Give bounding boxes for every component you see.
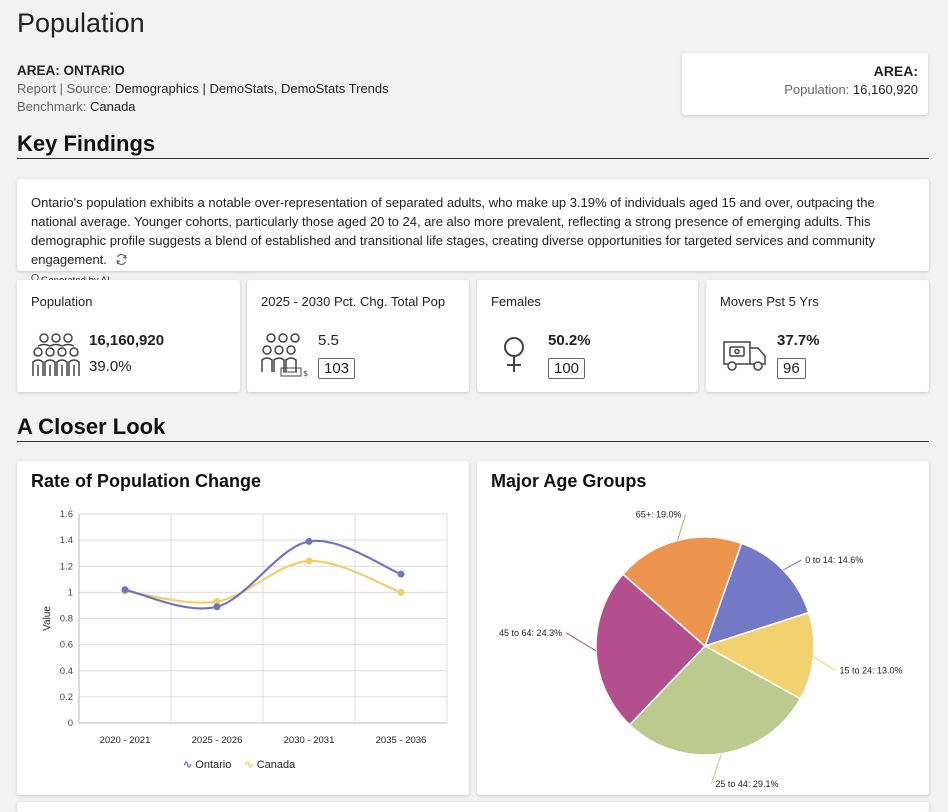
- stat-value: 50.2%: [548, 332, 591, 349]
- index-badge: 100: [548, 358, 586, 379]
- area-card-population-label: Population:: [784, 82, 850, 97]
- x-tick-label: 2030 - 2031: [284, 735, 335, 746]
- x-tick-label: 2020 - 2021: [100, 735, 151, 746]
- legend-label: Ontario: [195, 759, 232, 771]
- pie-slice: [621, 536, 743, 648]
- slice-label: 25 to 44: 29.1%: [715, 779, 778, 789]
- x-tick-label: 2035 - 2036: [376, 735, 427, 746]
- closer-look-divider: [17, 441, 929, 442]
- chart-title: Major Age Groups: [491, 471, 647, 491]
- report-label: Report: [17, 81, 57, 96]
- x-tick-label: 2025 - 2026: [192, 735, 243, 746]
- slice-label: 45 to 64: 24.3%: [499, 628, 562, 638]
- data-point: [397, 588, 405, 596]
- slice-label: 15 to 24: 13.0%: [839, 666, 902, 676]
- stat-label: 2025 - 2030 Pct. Chg. Total Pop: [261, 294, 446, 309]
- index-badge: 96: [777, 358, 806, 379]
- people-group-icon: [31, 332, 81, 378]
- source-value: Demographics | DemoStats, DemoStats Tren…: [115, 81, 389, 96]
- y-tick-label: 1.2: [60, 561, 73, 572]
- svg-text:$: $: [303, 369, 308, 378]
- stat-label: Movers Pst 5 Yrs: [720, 294, 819, 309]
- label-leader: [677, 514, 687, 541]
- slice-label: 65+: 19.0%: [636, 510, 682, 520]
- pie-slice: [703, 611, 815, 700]
- page-title: Population: [17, 8, 145, 38]
- data-point: [213, 603, 221, 611]
- stat-value: 16,160,920: [89, 332, 165, 349]
- pie-chart: 0 to 14: 14.6% 15 to 24: 13.0% 25 to 44: 2…: [499, 510, 903, 789]
- stat-card-pop-change: 2025 - 2030 Pct. Chg. Total Pop $ 5.5 10…: [247, 280, 469, 392]
- y-tick-label: 0.4: [60, 666, 73, 677]
- label-leader: [783, 559, 802, 571]
- stat-value: 5.5: [318, 332, 339, 349]
- area-card-title: AREA:: [873, 63, 918, 79]
- refresh-icon[interactable]: [115, 252, 128, 265]
- pie-slice: [628, 645, 802, 756]
- stat-card-population: Population 16,160,920 39.0%: [17, 280, 240, 392]
- stat-value: 37.7%: [777, 332, 820, 349]
- data-point: [121, 586, 129, 594]
- benchmark-label: Benchmark:: [17, 99, 90, 114]
- findings-text: Ontario's population exhibits a notable …: [31, 195, 876, 267]
- area-summary-card: AREA: Population: 16,160,920: [682, 53, 928, 115]
- data-point: [213, 598, 221, 606]
- data-point: [305, 537, 313, 545]
- data-point: [397, 570, 405, 578]
- stat-card-females: Females 50.2% 100: [477, 280, 698, 392]
- stat-card-movers: Movers Pst 5 Yrs 37.7% 96: [706, 280, 929, 392]
- legend-label: Canada: [256, 759, 296, 771]
- series-line-canada: [124, 559, 402, 604]
- chart-title: Rate of Population Change: [31, 471, 262, 491]
- index-badge: 103: [318, 358, 356, 379]
- source-label: | Source:: [56, 81, 116, 96]
- area-info: AREA: ONTARIO Report | Source: Demograph…: [17, 62, 389, 116]
- key-findings-card: Ontario's population exhibits a notable …: [17, 179, 929, 286]
- key-findings-heading: Key Findings: [17, 131, 156, 156]
- line-chart: 0 0.2 0.4 0.6 0.8 1 1.2 1.4 1.6 2020 - 2021 2025 -…: [42, 509, 448, 746]
- pie-slice: [595, 573, 707, 726]
- stat-sub: 39.0%: [89, 358, 132, 375]
- legend-canada[interactable]: ∿ Canada: [244, 759, 296, 771]
- slice-label: 0 to 14: 14.6%: [805, 555, 863, 565]
- people-growth-icon: $: [261, 332, 311, 378]
- label-leader: [710, 753, 722, 784]
- y-tick-label: 1: [68, 587, 73, 598]
- chart-legend: ∿ Ontario ∿ Canada: [183, 758, 295, 771]
- area-card-population-value: 16,160,920: [852, 82, 918, 97]
- next-section-card: [17, 802, 929, 812]
- y-tick-label: 0.8: [60, 614, 73, 625]
- age-groups-chart-card: Major Age Groups 0 to 14: 14.6% 15 to 24:…: [477, 461, 929, 795]
- y-tick-label: 0: [68, 718, 73, 729]
- legend-ontario[interactable]: ∿ Ontario: [183, 759, 232, 771]
- closer-look-heading: A Closer Look: [17, 414, 166, 439]
- y-tick-label: 0.2: [60, 692, 73, 703]
- label-leader: [565, 632, 597, 652]
- data-point: [305, 557, 313, 565]
- benchmark-line: Benchmark: Canada: [17, 98, 389, 116]
- female-icon: [497, 332, 547, 378]
- moving-truck-icon: [722, 336, 772, 382]
- stat-label: Population: [31, 294, 93, 309]
- area-card-population: Population: 16,160,920: [692, 82, 918, 97]
- y-tick-label: 1.6: [60, 509, 73, 520]
- y-tick-label: 0.6: [60, 640, 73, 651]
- y-tick-label: 1.4: [60, 535, 73, 546]
- label-leader: [813, 656, 836, 671]
- report-source-line: Report | Source: Demographics | DemoStat…: [17, 80, 389, 98]
- y-axis-label: Value: [42, 606, 53, 631]
- population-change-chart-card: Rate of Population Change 0 0.2 0.4 0.6 0.8 1…: [17, 461, 469, 795]
- series-line-ontario: [124, 539, 402, 610]
- stat-label: Females: [491, 294, 541, 309]
- area-name: AREA: ONTARIO: [17, 63, 125, 78]
- benchmark-value: Canada: [89, 99, 136, 114]
- key-findings-divider: [17, 158, 929, 159]
